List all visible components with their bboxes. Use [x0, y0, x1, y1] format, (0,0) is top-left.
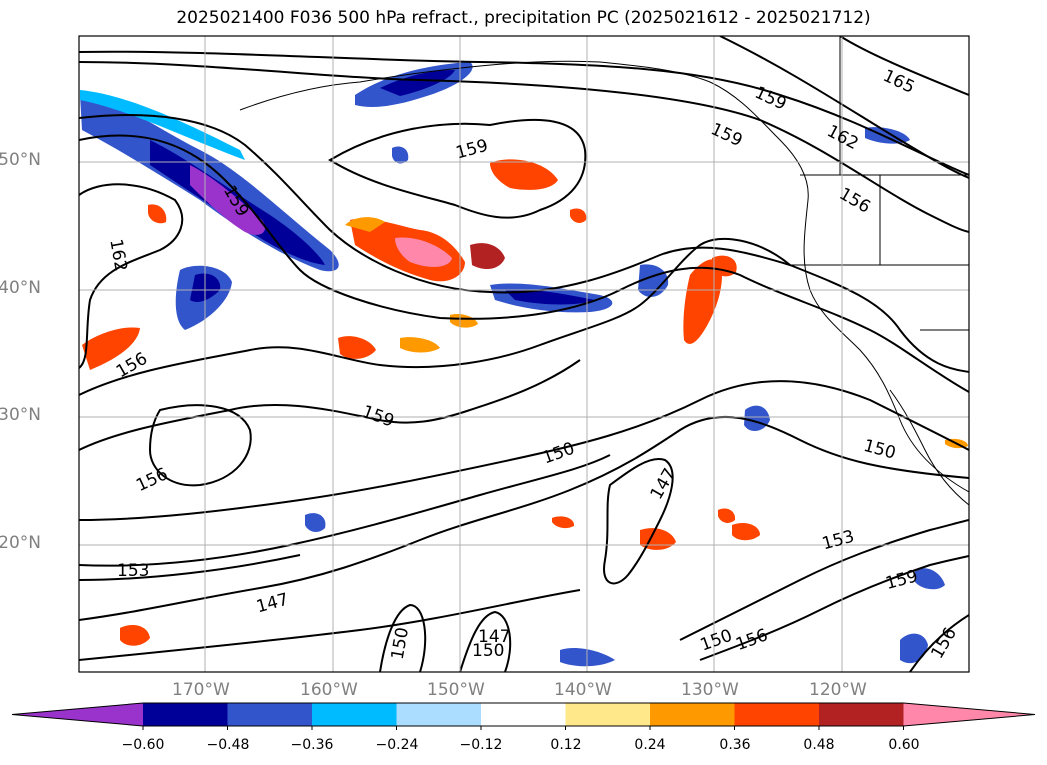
pos-blob-s6	[552, 516, 575, 529]
colorbar-extend-low	[12, 703, 143, 726]
coastline-baja	[889, 389, 969, 506]
pos-blob-s1	[640, 528, 676, 550]
contour-line-10	[79, 416, 969, 621]
colorbar-swatch	[481, 703, 566, 726]
pos-blob-s3	[120, 625, 150, 646]
coastline-alaska	[239, 60, 969, 493]
colorbar-swatch	[819, 703, 904, 726]
colorbar-swatch	[650, 703, 735, 726]
contour-label: 147	[478, 627, 510, 647]
lat-label: 40°N	[0, 278, 41, 298]
neg-blob-center	[638, 264, 669, 297]
contour-line-12	[603, 458, 674, 585]
map-title: 2025021400 F036 500 hPa refract., precip…	[176, 8, 871, 28]
colorbar-tick-label: −0.36	[290, 737, 334, 753]
neg-blob-north-core	[380, 70, 455, 96]
lat-label: 20°N	[0, 533, 41, 553]
neg-band-northwest-purple	[190, 165, 266, 235]
contour-label: 153	[117, 561, 149, 581]
contour-line-2	[79, 61, 969, 233]
contour-line-15	[909, 614, 969, 672]
contour-label-group: 165 159 159 162 156 159 162 156 159 159 …	[105, 66, 961, 662]
contour-line-21	[839, 36, 969, 96]
colorbar-swatch	[227, 703, 313, 726]
graticule	[79, 36, 969, 672]
lon-label: 120°W	[809, 680, 867, 700]
contour-line-9	[79, 454, 611, 567]
pos-blob-northcentral	[490, 159, 558, 190]
pos-blob-s7	[570, 208, 587, 223]
contour-line-16	[328, 118, 587, 219]
lat-label: 30°N	[0, 405, 41, 425]
colorbar-tick-label: −0.12	[459, 737, 503, 753]
pos-blob-w3	[400, 337, 440, 353]
contour-line-1	[79, 50, 969, 176]
precipitation-fill-layer	[80, 62, 968, 667]
pos-blob-w2	[338, 336, 376, 359]
neg-blob-sq	[392, 146, 409, 164]
colorbar-tick-label: 0.60	[888, 737, 920, 753]
pos-blob-central-core	[395, 237, 452, 267]
colorbar-tick-label: 0.48	[803, 737, 835, 753]
lon-label: 140°W	[554, 680, 612, 700]
colorbar-tick-label: 0.12	[550, 737, 582, 753]
neg-band-central-core	[505, 289, 595, 305]
map-frame	[78, 35, 970, 673]
contour-line-18	[379, 603, 427, 672]
contour-line-6	[79, 237, 791, 396]
contour-line-8	[79, 380, 969, 521]
pos-blob-coast	[683, 259, 722, 344]
colorbar-swatch	[312, 703, 397, 726]
pos-blob-mid1	[470, 243, 505, 270]
pos-blob-west	[82, 327, 140, 370]
colorbar-tick-label: 0.24	[634, 737, 666, 753]
colorbar-extend-high	[903, 703, 1035, 726]
contour-line-22	[719, 36, 969, 179]
contour-line-5	[79, 183, 184, 369]
colorbar-swatch	[565, 703, 651, 726]
colorbar-tick-label: 0.36	[719, 737, 751, 753]
lon-label: 170°W	[172, 680, 230, 700]
colorbar-tick-label: −0.24	[375, 737, 419, 753]
colorbar-swatch	[734, 703, 820, 726]
contour-line-20	[79, 554, 301, 581]
contour-line-7	[79, 359, 581, 451]
colorbar	[11, 702, 1036, 730]
pos-blob-w4	[148, 204, 167, 224]
lon-label: 160°W	[300, 680, 358, 700]
contour-line-11	[79, 589, 581, 661]
pos-blob-s5	[718, 508, 736, 523]
pos-blob-central-edge	[345, 217, 385, 232]
contour-line-19	[459, 610, 512, 672]
neg-blob-ne2	[915, 568, 945, 590]
colorbar-tick-label: −0.48	[206, 737, 250, 753]
contour-line-3	[79, 114, 969, 373]
pos-blob-s4	[450, 314, 478, 328]
height-contours	[79, 36, 969, 672]
contour-line-17	[148, 404, 252, 487]
colorbar-tick-label: −0.60	[121, 737, 165, 753]
lat-label: 50°N	[0, 150, 41, 170]
lon-label: 150°W	[427, 680, 485, 700]
contour-label: 150	[472, 641, 504, 661]
lon-label: 130°W	[681, 680, 739, 700]
pos-blob-s2	[732, 523, 760, 541]
neg-blob-sw	[305, 513, 326, 532]
contour-line-14	[699, 555, 969, 661]
colorbar-swatch	[143, 703, 228, 726]
contour-line-13	[679, 519, 969, 641]
neg-band-northwest-edge	[80, 90, 245, 160]
colorbar-swatch	[396, 703, 482, 726]
coastline-layer	[239, 36, 969, 506]
